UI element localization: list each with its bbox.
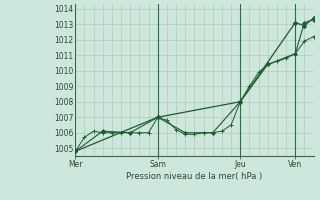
X-axis label: Pression niveau de la mer( hPa ): Pression niveau de la mer( hPa ) [126, 172, 262, 181]
